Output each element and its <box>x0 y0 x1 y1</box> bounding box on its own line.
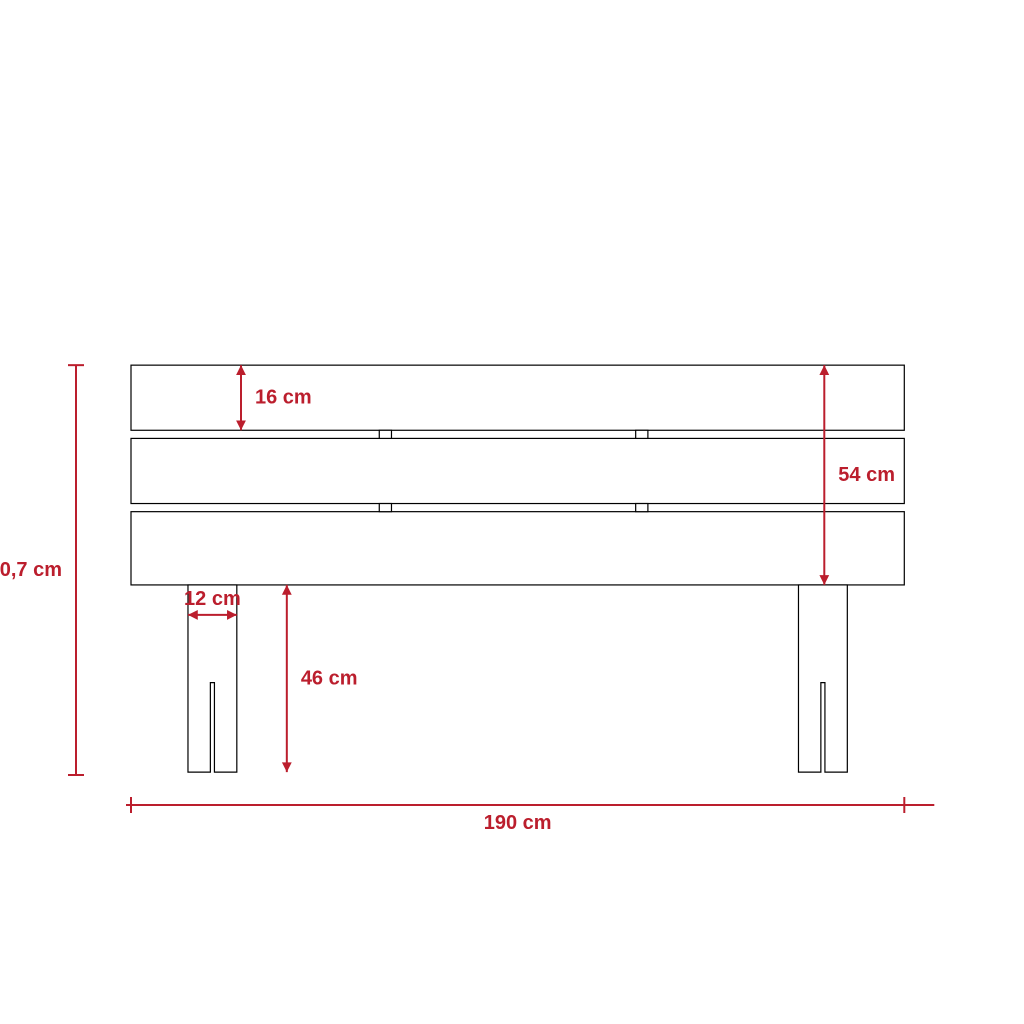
dim-upper: 54 cm <box>838 464 895 486</box>
dim-total-width: 190 cm <box>484 812 552 834</box>
support-gap1-0 <box>379 430 391 438</box>
leg-2 <box>798 585 847 772</box>
support-gap2-1 <box>636 504 648 512</box>
dim-slat: 16 cm <box>255 387 312 409</box>
dimension-diagram: 100,7 cm 190 cm 16 cm 54 cm 46 cm 12 cm <box>0 0 1024 1024</box>
slat-1 <box>131 365 904 430</box>
support-gap1-1 <box>636 430 648 438</box>
slat-2 <box>131 438 904 503</box>
slat-3 <box>131 512 904 585</box>
arrowhead <box>282 585 292 595</box>
dim-legw: 12 cm <box>184 588 241 610</box>
dim-total-height: 100,7 cm <box>0 559 62 581</box>
support-gap2-0 <box>379 504 391 512</box>
arrowhead <box>282 762 292 772</box>
dim-legh: 46 cm <box>301 668 358 690</box>
